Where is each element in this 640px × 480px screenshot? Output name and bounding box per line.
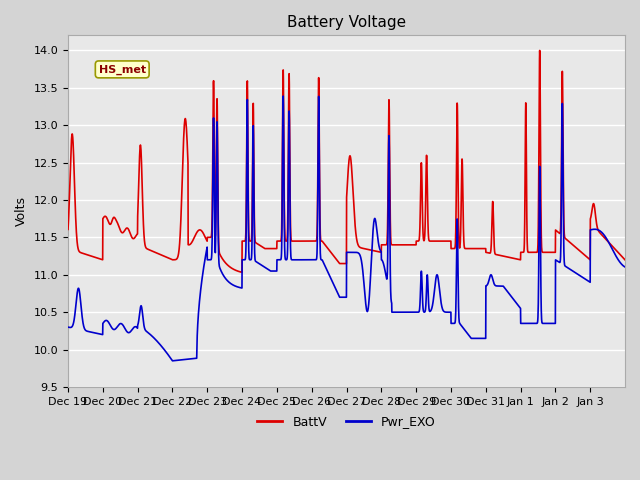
Y-axis label: Volts: Volts — [15, 196, 28, 226]
Text: HS_met: HS_met — [99, 64, 146, 74]
Legend: BattV, Pwr_EXO: BattV, Pwr_EXO — [252, 410, 440, 433]
Title: Battery Voltage: Battery Voltage — [287, 15, 406, 30]
